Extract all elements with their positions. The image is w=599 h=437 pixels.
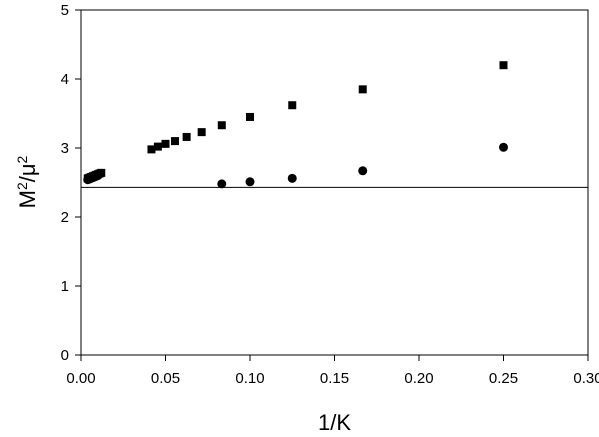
y-tick-label: 4 [61,71,69,88]
x-tick-label: 0.10 [235,370,264,387]
y-tick-label: 1 [61,278,69,295]
y-tick-label: 5 [61,2,69,19]
data-point-circle [245,177,255,187]
data-point-circle [217,179,227,189]
data-point-circle [499,142,508,152]
x-axis-title: 1/K [318,410,351,435]
y-axis-title-sep: / [15,175,40,182]
x-tick-label: 0.25 [489,370,518,387]
data-point-circle [287,173,297,183]
data-point-square [358,85,367,94]
y-axis-title-den-sup: 2 [14,155,30,163]
x-tick-label: 0.20 [404,370,433,387]
data-point-square [182,132,191,141]
data-point-circle [93,171,103,181]
y-axis-title-base: M [15,190,40,208]
x-tick-label: 0.30 [573,370,599,387]
data-point-circle [358,166,368,176]
axis-tick-labels: 0.00 0.05 0.10 0.15 0.20 0.25 0.30 0 1 2 3 4 5 [61,2,599,387]
y-axis-title: M2/μ2 [14,155,40,208]
data-point-square [499,61,508,70]
plot-frame [80,9,589,356]
x-tick-label: 0.00 [66,370,95,387]
data-point-square [147,145,156,154]
y-tick-label: 2 [61,209,69,226]
y-tick-label: 0 [61,347,69,364]
data-point-square [153,142,162,151]
y-tick-label: 3 [61,140,69,157]
data-point-square [288,101,297,110]
y-axis-title-den: μ [15,163,40,176]
data-point-square [246,112,254,121]
x-tick-label: 0.15 [320,370,349,387]
data-point-square [217,121,226,130]
x-tick-label: 0.05 [151,370,180,387]
series-circles [83,142,508,189]
data-point-square [197,128,206,137]
data-point-square [161,139,170,148]
y-axis-title-base-sup: 2 [14,182,30,190]
data-point-square [170,137,179,146]
axis-ticks [75,9,589,361]
